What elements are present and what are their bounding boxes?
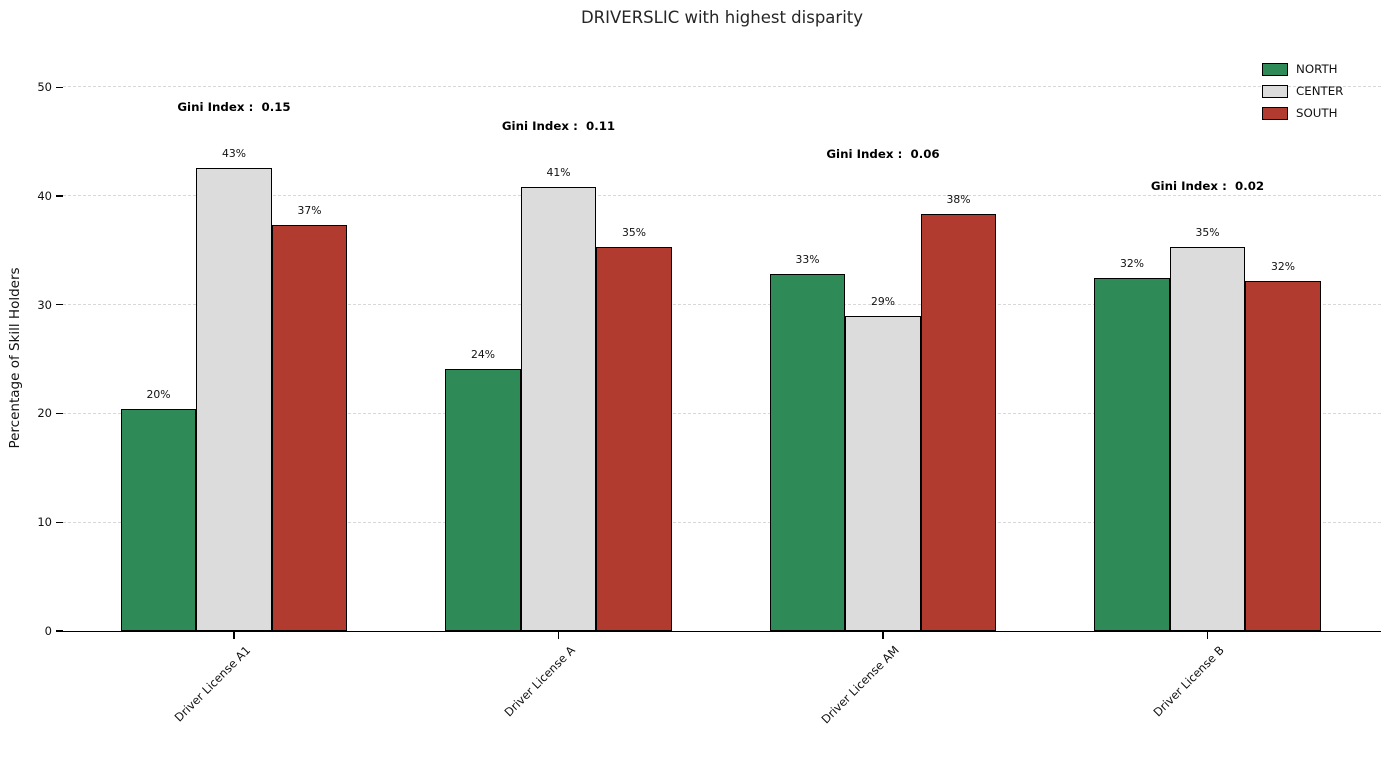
chart-title: DRIVERSLIC with highest disparity (580, 8, 864, 27)
bar-value-label: 35% (622, 226, 646, 240)
legend-label: NORTH (1296, 62, 1338, 76)
x-tick-mark (233, 632, 235, 639)
bar-north-1 (445, 368, 521, 631)
y-tick-label: 40 (37, 188, 52, 203)
x-tick-mark (557, 632, 560, 639)
legend-swatch-south (1262, 106, 1288, 120)
gridline (63, 86, 1381, 88)
bar-value-label: 35% (1195, 226, 1220, 240)
bar-value-label: 32% (1120, 256, 1144, 270)
bar-center-0 (196, 167, 272, 631)
legend-label: SOUTH (1296, 106, 1338, 120)
bar-north-3 (1094, 277, 1170, 631)
gridline (63, 195, 1381, 197)
y-tick-mark (56, 86, 63, 88)
bar-north-0 (120, 409, 197, 631)
legend: NORTH CENTER SOUTH (1262, 62, 1343, 128)
y-tick-mark (56, 195, 63, 197)
gridline (63, 412, 1381, 414)
bar-value-label: 29% (871, 294, 895, 308)
y-tick-mark (56, 630, 63, 632)
x-tick-label: Driver License AM (818, 643, 902, 727)
y-tick-label: 10 (37, 515, 52, 530)
bar-center-3 (1169, 247, 1246, 631)
bar-south-1 (596, 247, 672, 631)
legend-item-north: NORTH (1262, 62, 1343, 76)
legend-item-center: CENTER (1262, 84, 1343, 98)
y-tick-label: 20 (37, 406, 52, 421)
gridline (63, 304, 1381, 305)
y-tick-mark (56, 412, 63, 415)
bar-value-label: 32% (1271, 259, 1295, 273)
gini-annotation: Gini Index : 0.02 (1150, 179, 1265, 194)
bar-south-3 (1245, 280, 1321, 631)
bar-value-label: 33% (795, 253, 820, 267)
bar-value-label: 43% (222, 146, 246, 160)
legend-swatch-center (1262, 84, 1288, 98)
y-tick-mark (56, 304, 63, 306)
x-tick-label: Driver License A (501, 643, 578, 720)
bar-value-label: 20% (146, 388, 171, 402)
x-tick-mark (882, 632, 884, 639)
x-axis-line (63, 631, 1381, 633)
x-tick-mark (1206, 632, 1209, 639)
bar-value-label: 38% (946, 193, 971, 207)
legend-item-south: SOUTH (1262, 106, 1343, 120)
y-tick-label: 0 (44, 624, 52, 638)
bar-south-0 (271, 225, 348, 631)
bar-south-2 (920, 214, 997, 631)
x-tick-label: Driver License B (1150, 643, 1227, 720)
bar-value-label: 37% (297, 204, 322, 218)
y-tick-mark (56, 521, 63, 523)
gini-annotation: Gini Index : 0.11 (501, 119, 616, 134)
bar-north-2 (769, 274, 846, 631)
gridline (63, 521, 1381, 523)
bar-center-1 (520, 187, 597, 631)
bar-value-label: 41% (546, 166, 571, 180)
gini-annotation: Gini Index : 0.15 (177, 99, 291, 114)
x-tick-label: Driver License A1 (171, 643, 253, 725)
y-tick-label: 50 (37, 80, 52, 95)
gini-annotation: Gini Index : 0.06 (826, 146, 940, 161)
y-tick-label: 30 (37, 297, 52, 312)
bar-center-2 (845, 315, 921, 631)
bar-value-label: 24% (471, 347, 495, 361)
legend-swatch-north (1262, 62, 1288, 76)
legend-label: CENTER (1296, 84, 1344, 98)
y-axis-label: Percentage of Skill Holders (7, 267, 23, 449)
